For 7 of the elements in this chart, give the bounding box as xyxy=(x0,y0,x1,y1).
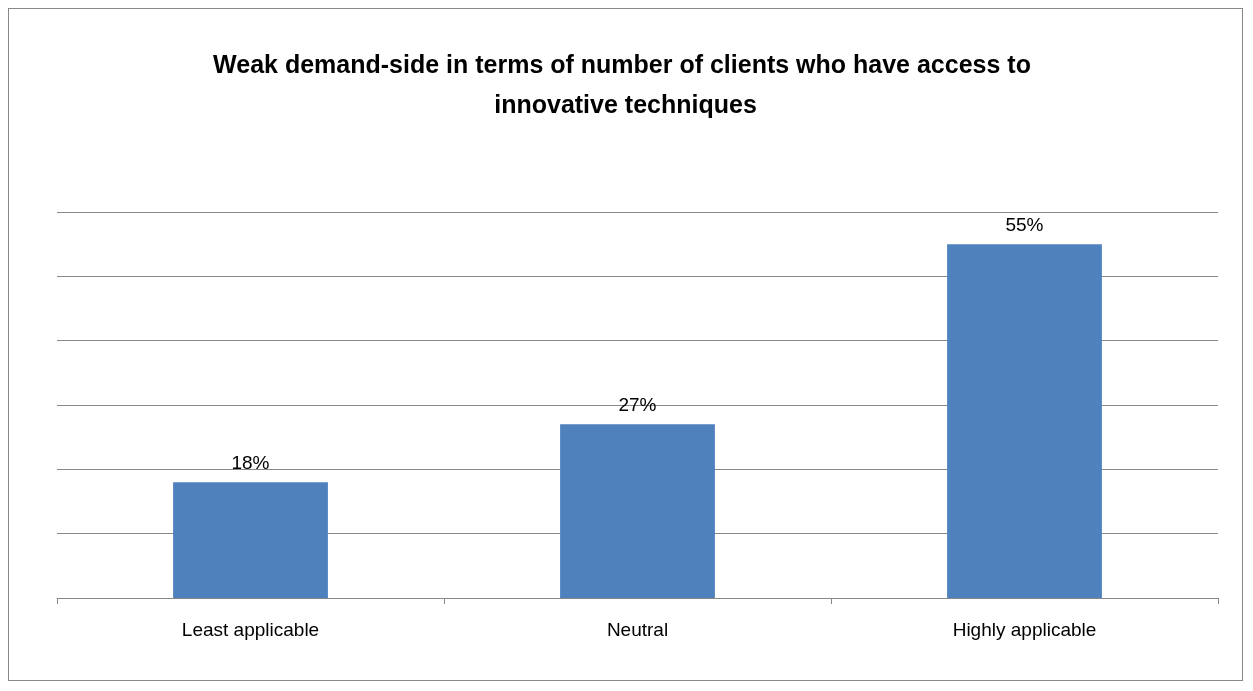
data-label: 18% xyxy=(231,452,270,474)
x-tick-label: Least applicable xyxy=(181,619,320,640)
chart-title: Weak demand-side in terms of number of clients who have access to innovative techniques xyxy=(213,50,1038,118)
data-label: 55% xyxy=(1005,214,1044,236)
data-label: 27% xyxy=(618,394,657,416)
x-tick-label: Highly applicable xyxy=(952,619,1097,640)
x-tick-label: Neutral xyxy=(606,619,669,640)
